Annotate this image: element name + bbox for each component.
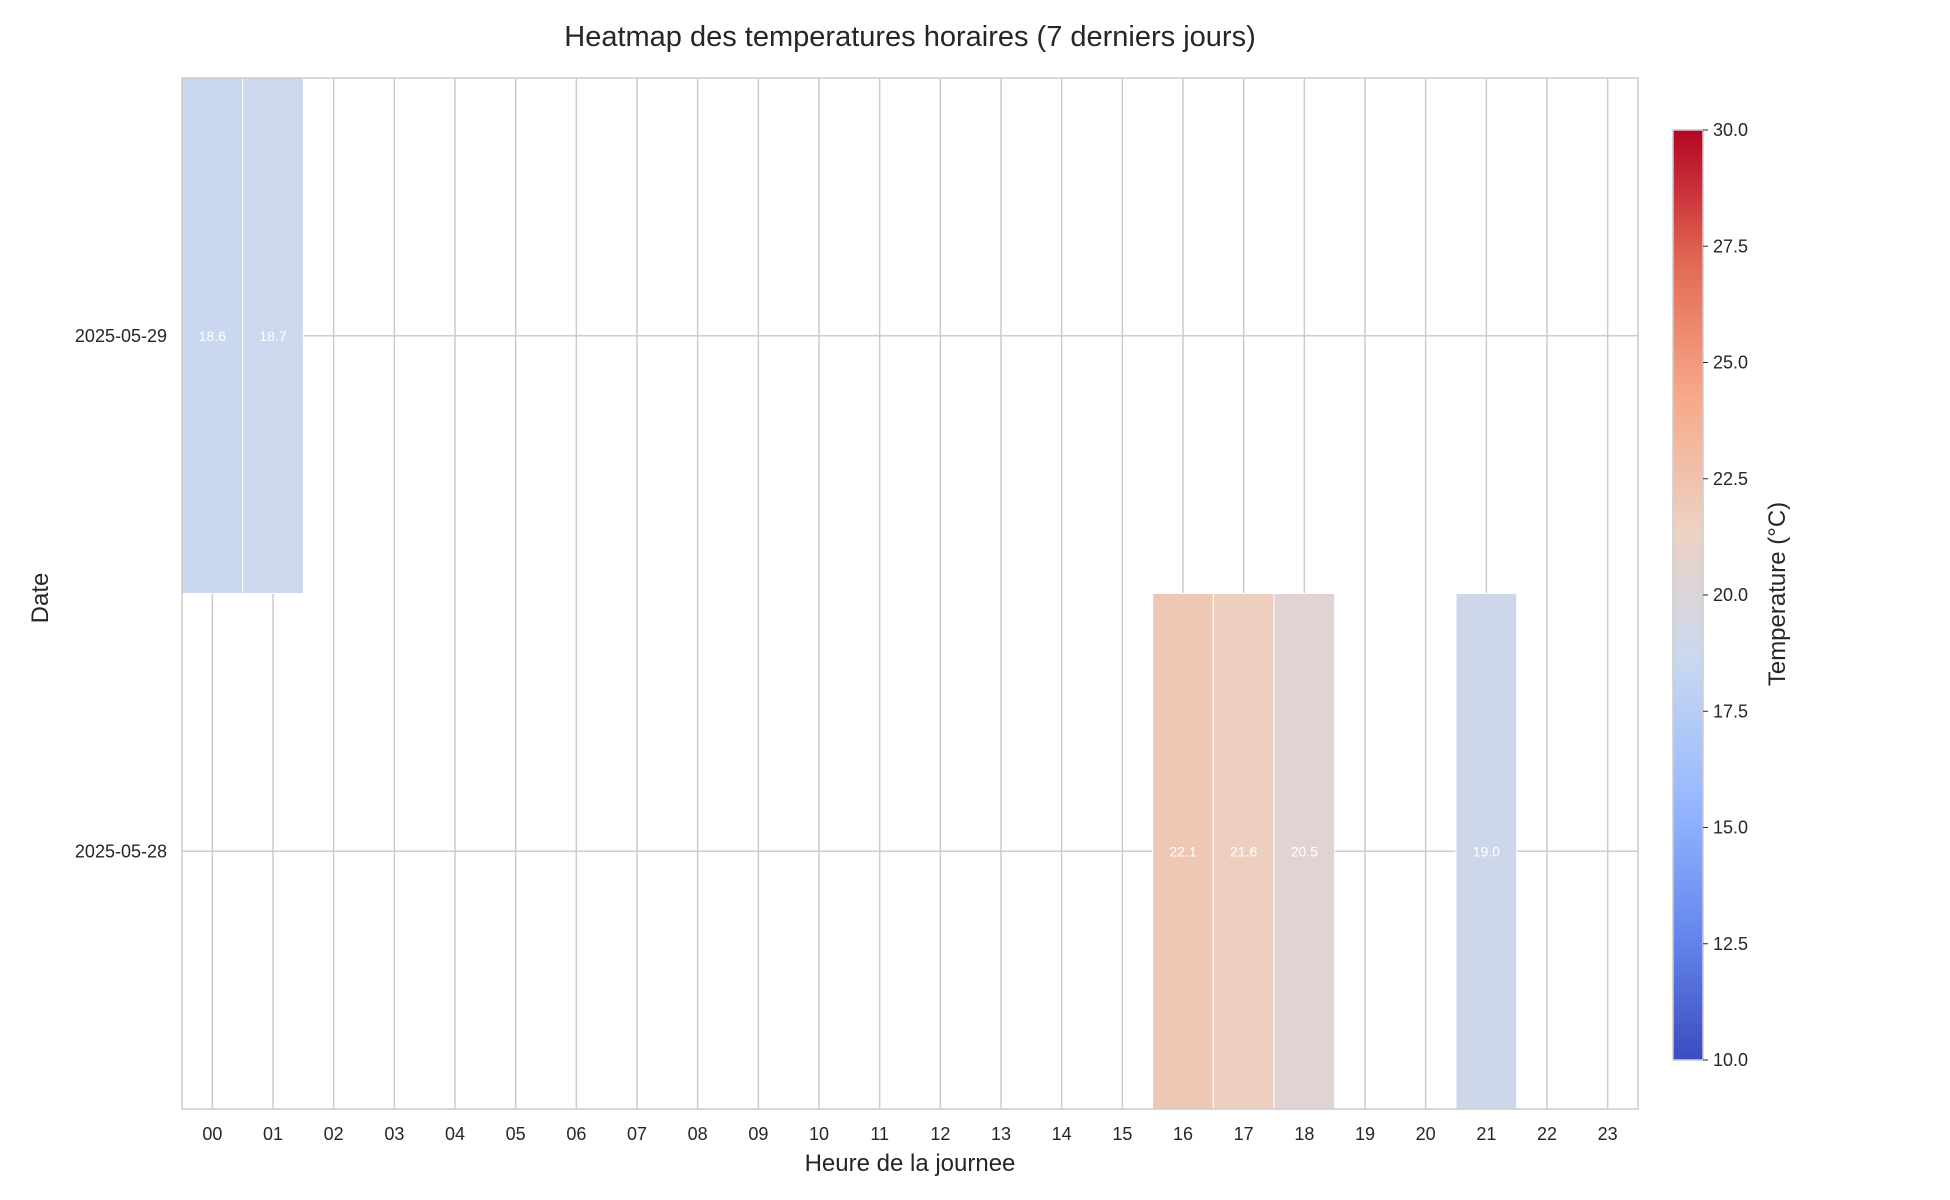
cell-value-label: 21.6 bbox=[1230, 843, 1257, 859]
chart-title: Heatmap des temperatures horaires (7 der… bbox=[564, 21, 1255, 53]
y-tick-label: 2025-05-29 bbox=[75, 326, 167, 346]
y-tick-label: 2025-05-28 bbox=[75, 841, 167, 861]
heatmap-cell bbox=[1212, 593, 1275, 1110]
x-tick-label: 23 bbox=[1598, 1124, 1618, 1144]
x-tick-label: 18 bbox=[1294, 1124, 1314, 1144]
cell-value-label: 19.0 bbox=[1473, 843, 1500, 859]
x-tick-label: 06 bbox=[566, 1124, 586, 1144]
x-tick-label: 22 bbox=[1537, 1124, 1557, 1144]
colorbar-tick-label: 12.5 bbox=[1713, 934, 1748, 954]
cell-value-label: 18.7 bbox=[259, 328, 286, 344]
heatmap-cell bbox=[181, 77, 244, 594]
colorbar-tick-label: 17.5 bbox=[1713, 701, 1748, 721]
x-tick-label: 00 bbox=[202, 1124, 222, 1144]
x-tick-label: 21 bbox=[1476, 1124, 1496, 1144]
plot-area: 18.6 18.7 22.1 21.6 20.5 19.0 bbox=[181, 77, 1639, 1110]
x-tick-label: 03 bbox=[384, 1124, 404, 1144]
colorbar-tick-label: 10.0 bbox=[1713, 1050, 1748, 1070]
heatmap-cell bbox=[1455, 593, 1518, 1110]
x-tick-label: 20 bbox=[1416, 1124, 1436, 1144]
x-axis-label: Heure de la journee bbox=[805, 1150, 1016, 1177]
x-tick-label: 09 bbox=[748, 1124, 768, 1144]
x-tick-label: 17 bbox=[1234, 1124, 1254, 1144]
colorbar-tick-label: 15.0 bbox=[1713, 818, 1748, 838]
colorbar-tick-label: 20.0 bbox=[1713, 585, 1748, 605]
colorbar-tick-label: 25.0 bbox=[1713, 353, 1748, 373]
y-axis-label: Date bbox=[27, 573, 54, 624]
x-tick-label: 08 bbox=[688, 1124, 708, 1144]
cell-value-label: 18.6 bbox=[199, 328, 226, 344]
cell-value-label: 22.1 bbox=[1169, 843, 1196, 859]
cell-value-label: 20.5 bbox=[1291, 843, 1318, 859]
colorbar-tick-label: 30.0 bbox=[1713, 120, 1748, 140]
heatmap-cell bbox=[1273, 593, 1336, 1110]
x-axis-ticks: 00 01 02 03 04 05 06 07 08 09 10 11 12 13 14 15 16 17 18 19… bbox=[202, 1124, 1617, 1144]
x-tick-label: 14 bbox=[1052, 1124, 1072, 1144]
x-tick-label: 02 bbox=[324, 1124, 344, 1144]
x-tick-label: 15 bbox=[1112, 1124, 1132, 1144]
x-tick-label: 13 bbox=[991, 1124, 1011, 1144]
colorbar-tick-label: 27.5 bbox=[1713, 236, 1748, 256]
colorbar: 10.0 12.5 15.0 17.5 20.0 22.5 25.0 27.5 30.0 bbox=[1672, 120, 1748, 1070]
x-tick-label: 19 bbox=[1355, 1124, 1375, 1144]
colorbar-gradient bbox=[1672, 129, 1704, 1061]
plot-frame bbox=[181, 77, 1639, 1110]
x-tick-label: 11 bbox=[870, 1124, 889, 1144]
y-axis-ticks: 2025-05-29 2025-05-28 bbox=[75, 326, 167, 862]
x-tick-label: 16 bbox=[1173, 1124, 1193, 1144]
x-tick-label: 01 bbox=[263, 1124, 283, 1144]
colorbar-tick-label: 22.5 bbox=[1713, 469, 1748, 489]
colorbar-label: Temperature (°C) bbox=[1764, 502, 1791, 686]
x-tick-label: 07 bbox=[627, 1124, 647, 1144]
x-tick-label: 12 bbox=[930, 1124, 950, 1144]
heatmap-cell bbox=[242, 77, 304, 594]
x-tick-label: 05 bbox=[506, 1124, 526, 1144]
x-tick-label: 04 bbox=[445, 1124, 465, 1144]
x-tick-label: 10 bbox=[809, 1124, 829, 1144]
